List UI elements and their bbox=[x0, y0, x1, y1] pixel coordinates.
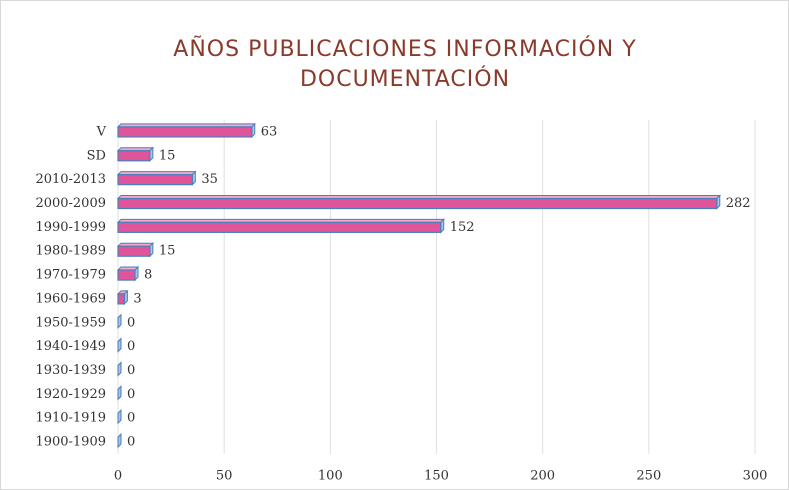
x-tick-label: 250 bbox=[636, 469, 661, 484]
value-label: 35 bbox=[201, 172, 218, 187]
bar bbox=[117, 150, 151, 162]
x-tick-label: 200 bbox=[530, 469, 555, 484]
value-label: 0 bbox=[127, 387, 135, 402]
y-tick-label: 1990-1999 bbox=[35, 220, 106, 235]
bar bbox=[117, 197, 718, 210]
bar-side bbox=[117, 337, 122, 353]
x-tick-label: 300 bbox=[743, 469, 768, 484]
bar-side bbox=[117, 361, 122, 377]
y-tick-label: 1930-1939 bbox=[35, 363, 106, 378]
y-tick-label: 1920-1929 bbox=[35, 387, 106, 402]
y-tick-label: 2000-2009 bbox=[35, 196, 106, 211]
x-tick-label: 150 bbox=[424, 469, 449, 484]
y-tick-label: V bbox=[96, 124, 107, 139]
value-label: 8 bbox=[144, 268, 152, 283]
bar bbox=[117, 269, 136, 281]
y-tick-label: 1950-1959 bbox=[35, 315, 106, 330]
y-tick-label: 1910-1919 bbox=[35, 411, 106, 426]
value-label: 0 bbox=[127, 435, 135, 450]
chart-title: DOCUMENTACIÓN bbox=[300, 66, 510, 92]
y-tick-label: 1900-1909 bbox=[35, 435, 106, 450]
y-tick-label: SD bbox=[87, 148, 106, 163]
bar-side bbox=[117, 313, 122, 330]
value-label: 0 bbox=[127, 339, 135, 354]
value-label: 0 bbox=[127, 315, 135, 330]
y-tick-label: 1940-1949 bbox=[35, 339, 106, 354]
value-label: 63 bbox=[261, 124, 278, 139]
y-tick-label: 1980-1989 bbox=[35, 244, 106, 259]
y-tick-label: 1970-1979 bbox=[35, 268, 106, 283]
x-tick-label: 0 bbox=[114, 469, 122, 484]
value-label: 282 bbox=[726, 196, 751, 211]
bar bbox=[117, 293, 125, 305]
value-label: 152 bbox=[450, 220, 475, 235]
value-label: 15 bbox=[159, 244, 176, 259]
chart-title: AÑOS PUBLICACIONES INFORMACIÓN Y bbox=[173, 35, 636, 62]
bar bbox=[117, 245, 151, 257]
value-label: 0 bbox=[127, 363, 135, 378]
x-tick-label: 50 bbox=[216, 469, 233, 484]
y-tick-label: 1960-1969 bbox=[35, 291, 106, 306]
bar bbox=[117, 221, 442, 233]
y-tick-label: 2010-2013 bbox=[35, 172, 106, 187]
value-label: 3 bbox=[133, 291, 141, 306]
value-label: 15 bbox=[159, 148, 176, 163]
bar bbox=[117, 126, 253, 138]
bar bbox=[117, 174, 193, 186]
bar-side bbox=[117, 432, 122, 449]
bar-side bbox=[117, 408, 122, 425]
x-tick-label: 100 bbox=[318, 469, 343, 484]
value-label: 0 bbox=[127, 411, 135, 426]
bar-side bbox=[117, 385, 122, 401]
